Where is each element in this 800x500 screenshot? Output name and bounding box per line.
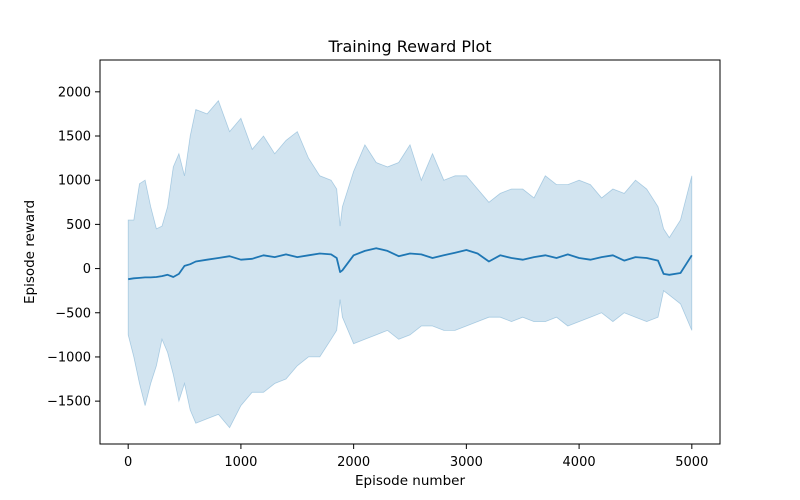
x-axis-label: Episode number [355, 473, 465, 489]
x-tick-label: 5000 [675, 455, 708, 470]
y-tick-label: 2000 [58, 85, 91, 100]
x-tick-label: 1000 [224, 455, 257, 470]
y-axis-label: Episode reward [22, 200, 38, 304]
plot-area [127, 99, 693, 429]
y-axis: −1500 −1000 −500 0 500 1000 1500 2000 [47, 85, 100, 410]
axes-frame [99, 59, 721, 445]
chart-title: Training Reward Plot [327, 37, 491, 56]
y-tick-label: 1500 [58, 130, 91, 145]
y-tick-label: 500 [66, 218, 91, 233]
y-tick-label: −1000 [47, 350, 91, 365]
x-tick-label: 2000 [337, 455, 370, 470]
x-tick-label: 3000 [450, 455, 483, 470]
x-axis: 0 1000 2000 3000 4000 5000 [124, 444, 708, 470]
x-tick-label: 4000 [563, 455, 596, 470]
y-tick-label: −500 [55, 306, 91, 321]
y-tick-label: 1000 [58, 174, 91, 189]
y-tick-label: 0 [83, 262, 91, 277]
y-tick-label: −1500 [47, 395, 91, 410]
reward-spread-band [127, 99, 693, 429]
mean-reward-line [128, 247, 693, 281]
x-tick-label: 0 [124, 455, 132, 470]
